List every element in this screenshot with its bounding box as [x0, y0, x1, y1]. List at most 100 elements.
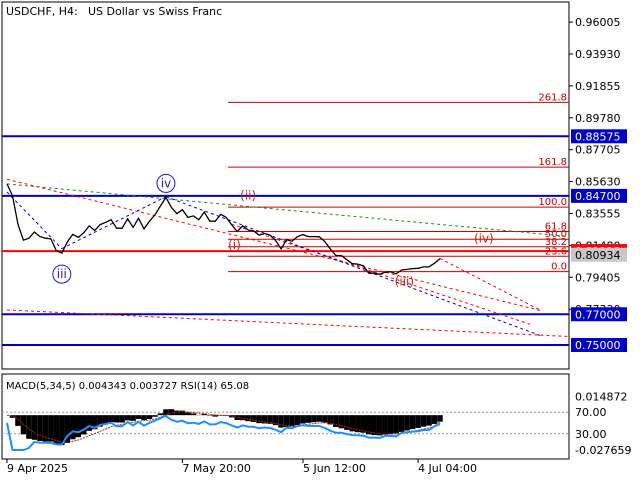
macd-histogram-bar — [398, 415, 405, 432]
wave-line-blue — [61, 196, 167, 250]
wave-line-blue — [6, 191, 63, 249]
macd-histogram-bar — [420, 415, 427, 427]
macd-signal-line — [6, 411, 441, 443]
macd-histogram-bar — [234, 415, 240, 420]
macd-histogram-bar — [146, 415, 153, 420]
macd-histogram-bar — [168, 409, 175, 416]
channel-line-red-upper — [6, 178, 541, 311]
macd-histogram-bar — [179, 410, 186, 416]
price-axis-tick-label: 0.91855 — [575, 80, 621, 93]
macd-histogram-bar — [64, 415, 71, 443]
macd-histogram-bar — [387, 415, 394, 434]
chart-header-description: US Dollar vs Swiss Franc — [88, 5, 222, 18]
projection-line-red — [439, 258, 541, 311]
macd-histogram-bar — [124, 415, 131, 421]
macd-histogram-bar — [272, 415, 279, 426]
macd-histogram-bar — [80, 415, 87, 435]
macd-histogram-bar — [311, 415, 317, 423]
wave-label: (i) — [228, 238, 241, 252]
macd-histogram-bar — [185, 412, 191, 416]
macd-histogram-bar — [163, 409, 169, 416]
macd-histogram-bar — [174, 410, 180, 416]
macd-histogram-bar — [415, 415, 421, 428]
wave-label: iv — [161, 176, 171, 190]
horizontal-levels — [2, 135, 569, 346]
macd-histogram-bar — [289, 415, 295, 427]
macd-histogram-bar — [355, 415, 361, 433]
macd-histogram-bar — [31, 415, 38, 440]
x-axis-tick-label: 4 Jul 04:00 — [418, 462, 477, 475]
fib-label: 0.0 — [551, 262, 567, 273]
x-axis-tick-label: 9 Apr 2025 — [7, 462, 68, 475]
price-level-badge — [571, 338, 627, 352]
chart-header-symbol: USDCHF, H4: — [6, 5, 78, 18]
macd-histogram-bar — [201, 414, 208, 416]
channel-line-red-base — [6, 309, 571, 338]
macd-histogram-bar — [300, 415, 306, 424]
fib-label: 61.8 — [545, 222, 567, 233]
macd-histogram-bar — [431, 415, 438, 424]
price-level-badge-label: 0.77000 — [575, 308, 621, 321]
macd-histogram-bar — [404, 415, 410, 431]
price-level-badge-label: 0.80934 — [575, 249, 621, 262]
macd-histogram-bar — [108, 415, 114, 423]
wave-label: (iii) — [395, 274, 414, 288]
macd-histogram-bar — [59, 415, 65, 446]
macd-histogram-bar — [113, 415, 120, 423]
macd-histogram-bar — [376, 415, 383, 436]
price-axis-tick-label: 0.83555 — [575, 207, 621, 220]
macd-histogram-bar — [157, 413, 164, 416]
rsi-axis-tick-label: 70.00 — [575, 406, 607, 419]
wave-label-circle — [156, 173, 176, 193]
macd-histogram-bar — [371, 415, 377, 436]
macd-histogram-bar — [102, 415, 109, 425]
macd-histogram-bar — [256, 415, 262, 424]
macd-histogram-bar — [344, 415, 350, 430]
macd-histogram-bar — [322, 415, 328, 423]
indicator-panel: 0.014872 -0.027659 70.00 30.00 MACD(5,34,5)… — [1, 373, 631, 460]
price-axis-tick-label: 0.93930 — [575, 48, 621, 61]
macd-histogram-bar — [305, 415, 312, 423]
macd-histogram-bar — [366, 415, 372, 435]
macd-histogram-bar — [426, 415, 432, 426]
price-axis-tick-label: 0.79405 — [575, 271, 621, 284]
macd-histogram-bar — [97, 415, 103, 427]
macd-histogram-bar — [294, 415, 301, 426]
wave-label-circle — [52, 264, 72, 284]
price-level-badge — [571, 129, 627, 144]
macd-histogram-bar — [119, 415, 125, 423]
fib-label: 261.8 — [538, 92, 567, 103]
wave-label: (iv) — [474, 231, 494, 245]
wave-label: iii — [57, 267, 67, 281]
price-level-badge — [571, 247, 627, 262]
macd-histogram-bar — [283, 415, 290, 427]
fib-label: 50.0 — [545, 229, 567, 240]
macd-histogram-bar — [141, 415, 147, 421]
fib-label: 38.2 — [545, 237, 567, 248]
x-axis-tick-label: 5 Jun 12:00 — [303, 462, 366, 475]
macd-axis-tick-label: 0.014872 — [575, 391, 628, 404]
macd-histogram-bar — [26, 415, 32, 439]
price-level-badge-label: 0.84700 — [575, 190, 621, 203]
wave-label: (ii) — [240, 189, 256, 203]
macd-histogram-bar — [245, 415, 251, 422]
price-level-badge-label: 0.75000 — [575, 339, 621, 352]
rsi-axis-tick-label: 30.00 — [575, 428, 607, 441]
macd-histogram-bar — [382, 415, 388, 435]
macd-histogram-bar — [91, 415, 98, 430]
macd-histogram-bar — [239, 415, 246, 421]
macd-histogram-bar — [15, 415, 21, 426]
macd-histogram-bar — [42, 415, 49, 442]
macd-histogram-bar — [250, 415, 257, 422]
price-axis-tick-label: 0.96005 — [575, 16, 621, 29]
indicator-header: MACD(5,34,5) 0.004343 0.003727 RSI(14) 6… — [6, 381, 249, 392]
price-level-badges: 0.885750.847000.811100.809340.770000.750… — [571, 129, 627, 352]
price-panel-frame — [1, 1, 570, 370]
macd-histogram-bar — [338, 415, 345, 429]
macd-histogram-bar — [130, 415, 136, 421]
macd-histogram-bar — [135, 415, 142, 419]
macd-histogram-bar — [393, 415, 399, 434]
macd-histogram-bar — [48, 415, 54, 442]
fib-label: 100.0 — [538, 197, 567, 208]
